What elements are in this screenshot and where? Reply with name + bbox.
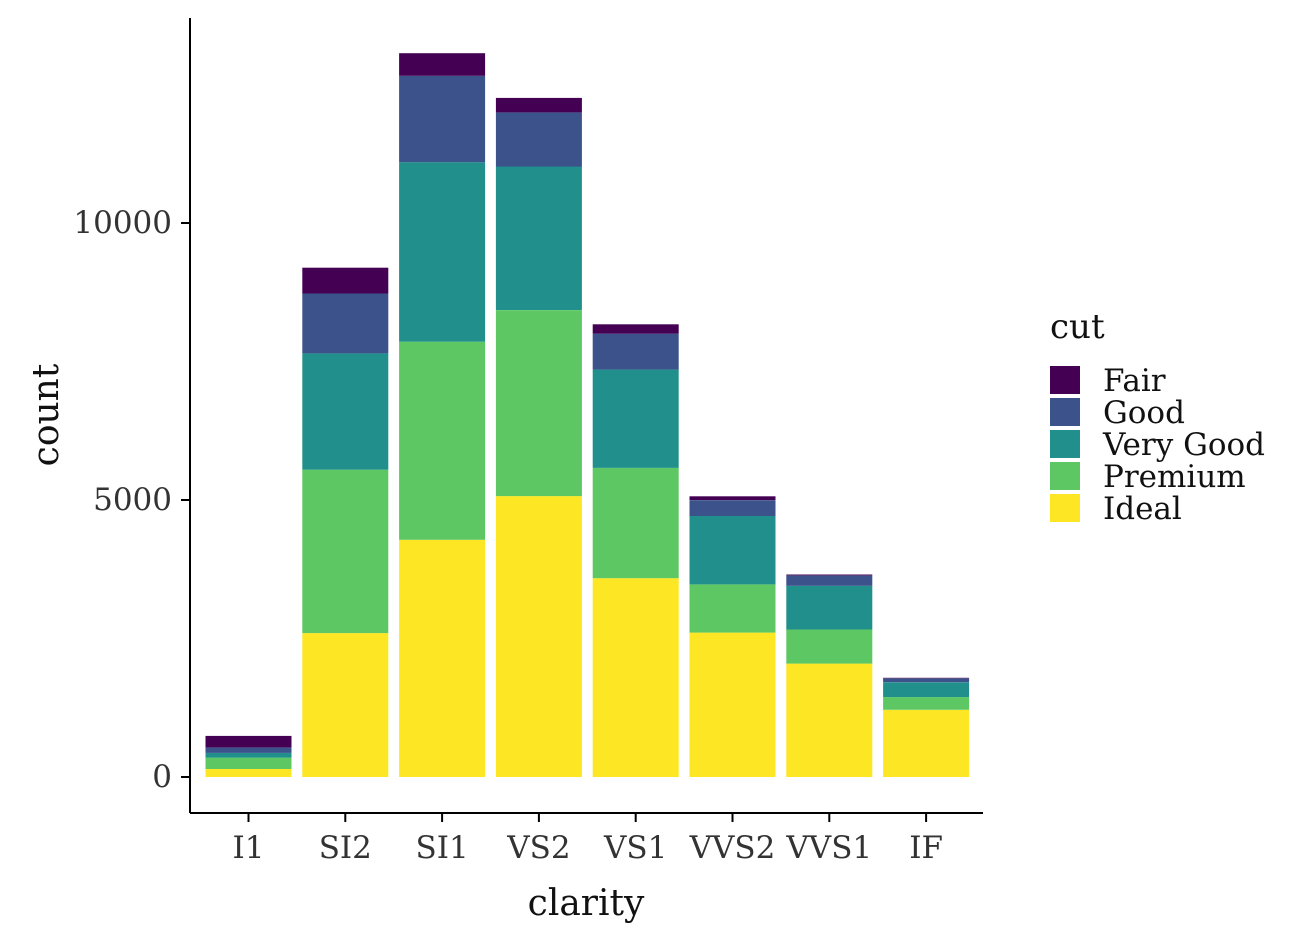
bar-si1-premium [399, 341, 486, 540]
bar-i1-premium [205, 757, 292, 769]
x-axis-title: clarity [528, 883, 645, 924]
bar-si1-good [399, 75, 486, 163]
bar-vs1-very-good [592, 369, 679, 468]
x-axis-ticks: I1 SI2 SI1 VS2 VS1 VVS2 VVS1 IF [233, 813, 943, 866]
x-tick-label: VS1 [603, 830, 667, 866]
bar-vvs1-fair [786, 574, 873, 576]
bar-vs1-good [592, 333, 679, 370]
bar-i1-fair [205, 735, 292, 748]
bar-if-very-good [883, 682, 970, 698]
bar-si1-very-good [399, 162, 486, 342]
bar-vvs2-good [689, 500, 776, 516]
bar-vs2-good [495, 112, 582, 167]
bar-vs2-ideal [495, 496, 582, 777]
x-tick-label: IF [909, 830, 943, 866]
legend-label-good: Good [1103, 395, 1185, 431]
bar-vvs1-premium [786, 629, 873, 664]
legend-title: cut [1050, 307, 1105, 347]
bar-i1-very-good [205, 752, 292, 758]
bar-vvs1-very-good [786, 585, 873, 630]
bar-vs1-fair [592, 324, 679, 334]
x-tick-label: SI2 [319, 830, 372, 866]
bar-si2-fair [302, 267, 389, 294]
y-tick-label: 5000 [93, 482, 172, 518]
y-axis-title: count [26, 363, 67, 466]
bar-vs1-ideal [592, 578, 679, 777]
bar-if-premium [883, 697, 970, 710]
legend-label-very-good: Very Good [1102, 427, 1265, 463]
bar-si2-premium [302, 469, 389, 634]
x-tick-label: I1 [233, 830, 265, 866]
bar-i1-good [205, 747, 292, 753]
y-axis-ticks: 0 5000 10000 [73, 205, 190, 795]
legend-key-good [1050, 398, 1080, 426]
legend-label-ideal: Ideal [1103, 491, 1182, 527]
bar-vs2-fair [495, 97, 582, 113]
x-tick-label: VS2 [506, 830, 570, 866]
y-tick-label: 10000 [73, 205, 172, 241]
bar-vvs1-good [786, 575, 873, 586]
bar-vvs2-premium [689, 584, 776, 633]
bar-si2-very-good [302, 353, 389, 470]
legend-key-premium [1050, 462, 1080, 490]
bars-layer [205, 53, 970, 777]
bar-si2-ideal [302, 633, 389, 777]
bar-if-ideal [883, 709, 970, 777]
bar-vs2-premium [495, 310, 582, 497]
bar-if-good [883, 678, 970, 683]
legend-key-fair [1050, 366, 1080, 394]
x-tick-label: SI1 [415, 830, 468, 866]
legend-label-fair: Fair [1103, 363, 1166, 399]
legend-key-ideal [1050, 494, 1080, 522]
bar-si1-fair [399, 53, 486, 76]
bar-vs1-premium [592, 468, 679, 579]
bar-i1-ideal [205, 768, 292, 777]
x-tick-label: VVS1 [785, 830, 872, 866]
bar-vvs2-fair [689, 496, 776, 501]
x-tick-label: VVS2 [689, 830, 776, 866]
legend-key-very-good [1050, 430, 1080, 458]
bar-si2-good [302, 293, 389, 354]
bar-vvs2-ideal [689, 632, 776, 777]
bar-si1-ideal [399, 539, 486, 777]
legend-label-premium: Premium [1103, 459, 1246, 495]
bar-vvs1-ideal [786, 663, 873, 777]
bar-vvs2-very-good [689, 516, 776, 585]
bar-if-fair [883, 677, 970, 679]
bar-vs2-very-good [495, 166, 582, 310]
y-tick-label: 0 [152, 759, 172, 795]
